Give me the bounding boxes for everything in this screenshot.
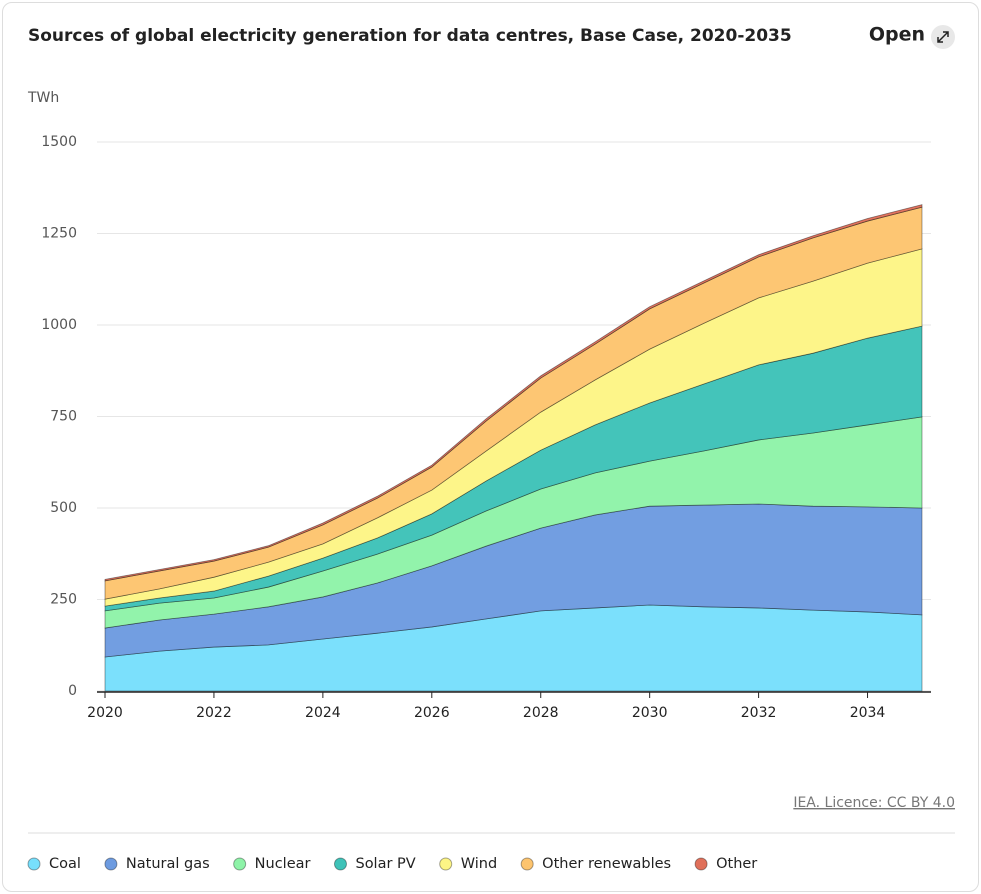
legend-marker[interactable]: [104, 857, 118, 871]
y-tick-label: 1250: [41, 226, 77, 242]
legend-marker[interactable]: [333, 857, 347, 871]
area: [104, 204, 923, 582]
x-tick-label: 2028: [523, 705, 559, 721]
chart-title: Sources of global electricity generation…: [28, 26, 792, 46]
legend-marker[interactable]: [233, 857, 247, 871]
y-tick-label: 500: [50, 500, 77, 516]
x-tick-label: 2024: [305, 705, 341, 721]
x-tick-label: 2020: [87, 705, 123, 721]
open-button[interactable]: Open: [869, 24, 925, 46]
y-tick-label: 1000: [41, 317, 77, 333]
legend-marker[interactable]: [27, 857, 41, 871]
open-icon[interactable]: [931, 25, 955, 49]
y-tick-label: 1500: [41, 134, 77, 150]
legend-marker[interactable]: [439, 857, 453, 871]
legend-label[interactable]: Other renewables: [542, 856, 671, 872]
legend-label[interactable]: Nuclear: [255, 856, 311, 872]
x-tick-label: 2034: [850, 705, 886, 721]
y-unit: TWh: [27, 90, 59, 106]
y-tick-label: 750: [50, 409, 77, 425]
legend-label[interactable]: Solar PV: [355, 856, 415, 872]
x-tick-label: 2030: [632, 705, 668, 721]
y-tick-label: 250: [50, 592, 77, 608]
legend-marker[interactable]: [694, 857, 708, 871]
source[interactable]: IEA. Licence: CC BY 4.0: [793, 795, 955, 811]
x-tick-label: 2022: [196, 705, 232, 721]
legend-marker[interactable]: [520, 857, 534, 871]
x-tick-label: 2032: [741, 705, 777, 721]
y-tick-label: 0: [68, 683, 77, 699]
legend-label[interactable]: Wind: [461, 856, 497, 872]
x-tick-label: 2026: [414, 705, 450, 721]
legend-label[interactable]: Coal: [49, 856, 81, 872]
legend-label[interactable]: Natural gas: [126, 856, 210, 872]
chart: Sources of global electricity generation…: [27, 24, 955, 872]
legend-label[interactable]: Other: [716, 856, 757, 872]
